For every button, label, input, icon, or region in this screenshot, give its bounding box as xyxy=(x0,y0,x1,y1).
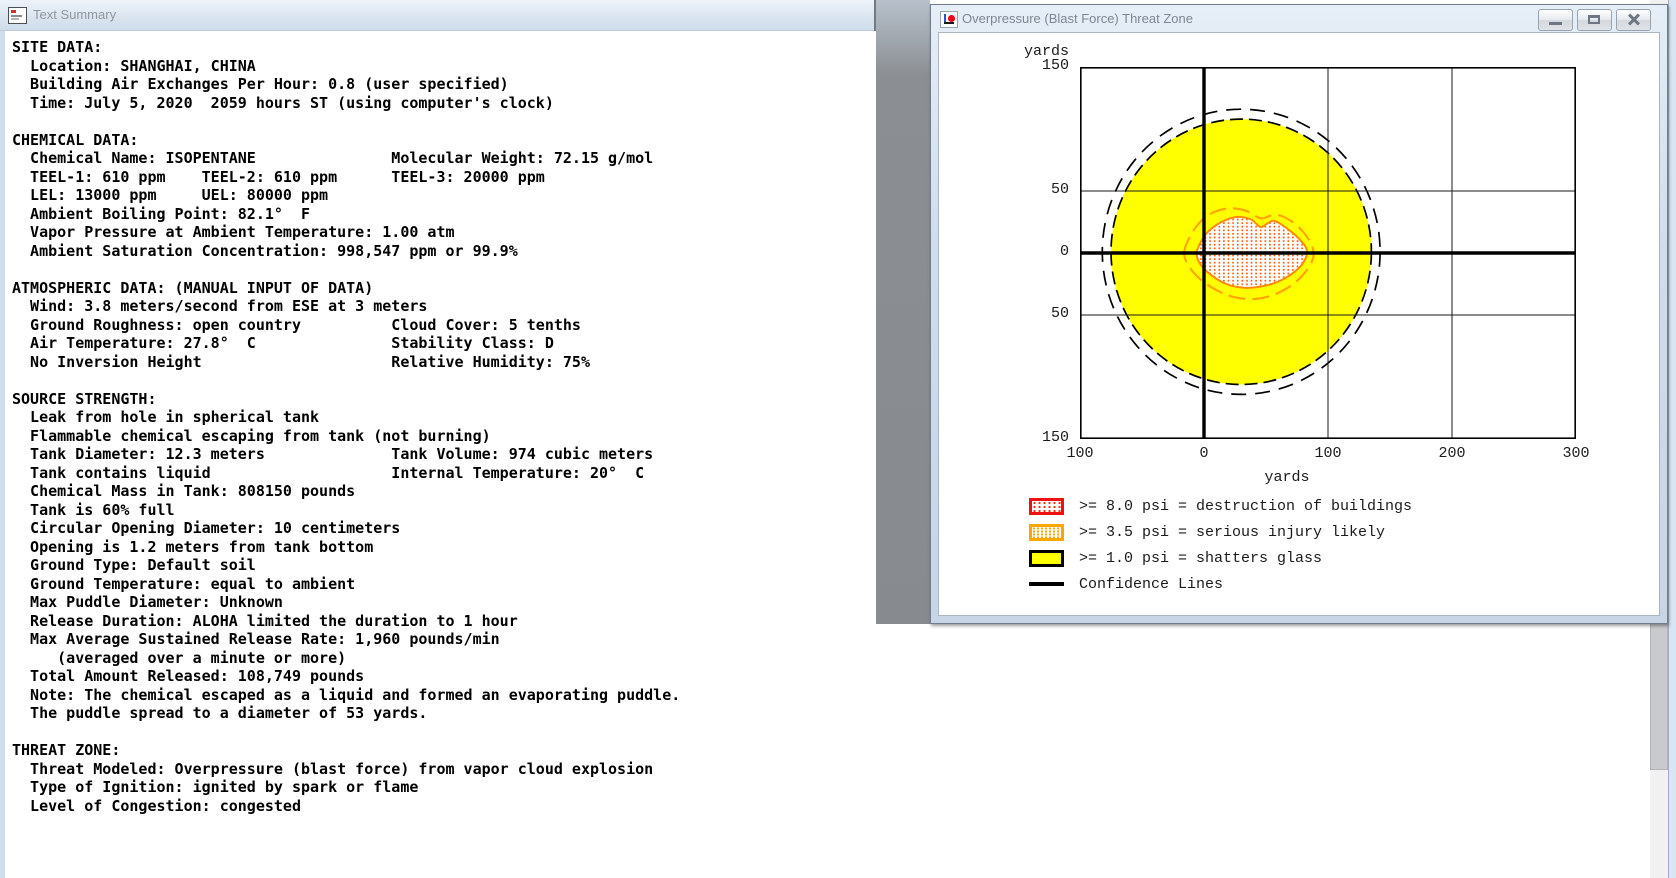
legend-label: Confidence Lines xyxy=(1079,575,1224,593)
x-tick-label: 0 xyxy=(1199,445,1209,462)
maximize-icon xyxy=(1588,15,1600,24)
threat-zone-plot xyxy=(1080,67,1576,439)
legend-swatch-dots-orange xyxy=(1029,523,1064,541)
summary-text: SITE DATA: Location: SHANGHAI, CHINA Bui… xyxy=(12,38,681,815)
threat-zone-titlebar[interactable]: Overpressure (Blast Force) Threat Zone xyxy=(931,5,1667,32)
legend-row: >= 1.0 psi = shatters glass xyxy=(1029,548,1412,568)
legend-label: >= 8.0 psi = destruction of buildings xyxy=(1079,497,1413,515)
x-tick-label: 100 xyxy=(1066,445,1094,462)
legend-row: >= 8.0 psi = destruction of buildings xyxy=(1029,496,1412,516)
threat-zone-title: Overpressure (Blast Force) Threat Zone xyxy=(962,11,1193,26)
zone-psi35 xyxy=(1183,207,1315,301)
x-tick-label: 200 xyxy=(1438,445,1466,462)
legend-swatch-line xyxy=(1029,582,1064,586)
maximize-button[interactable] xyxy=(1577,9,1612,31)
text-summary-icon xyxy=(8,7,27,24)
plot-legend: >= 8.0 psi = destruction of buildings >= … xyxy=(1029,496,1412,600)
window-right-border xyxy=(1668,0,1676,878)
y-tick-label: 0 xyxy=(1059,243,1069,260)
minimize-button[interactable] xyxy=(1538,9,1573,31)
y-axis-unit-label: yards xyxy=(1023,43,1069,60)
y-tick-label: 50 xyxy=(1050,305,1069,322)
x-tick-label: 100 xyxy=(1314,445,1342,462)
x-tick-label: 300 xyxy=(1562,445,1590,462)
text-summary-titlebar[interactable]: Text Summary xyxy=(0,0,874,31)
legend-row: Confidence Lines xyxy=(1029,574,1412,594)
app-background-band xyxy=(876,0,930,624)
threat-zone-plot-icon xyxy=(940,11,958,28)
window-controls xyxy=(1538,9,1651,31)
y-tick-label: 150 xyxy=(1041,429,1069,446)
legend-swatch-dots-red xyxy=(1029,497,1064,515)
text-summary-window: Text Summary SITE DATA: Location: SHANGH… xyxy=(0,0,877,878)
legend-row: >= 3.5 psi = serious injury likely xyxy=(1029,522,1412,542)
minimize-icon xyxy=(1549,22,1562,25)
legend-label: >= 3.5 psi = serious injury likely xyxy=(1079,523,1386,541)
threat-zone-content: yards 150 50 0 50 150 100 0 100 200 300 yards >=… xyxy=(938,32,1660,616)
close-button[interactable] xyxy=(1616,9,1651,31)
threat-zone-window: Overpressure (Blast Force) Threat Zone y… xyxy=(930,4,1668,624)
text-summary-title: Text Summary xyxy=(33,7,117,22)
text-summary-content: SITE DATA: Location: SHANGHAI, CHINA Bui… xyxy=(0,31,877,878)
legend-swatch-yellow xyxy=(1029,549,1064,567)
legend-label: >= 1.0 psi = shatters glass xyxy=(1079,549,1323,567)
x-axis-unit-label: yards xyxy=(1264,469,1310,486)
y-tick-label: 50 xyxy=(1050,181,1069,198)
y-tick-label: 150 xyxy=(1041,57,1069,74)
